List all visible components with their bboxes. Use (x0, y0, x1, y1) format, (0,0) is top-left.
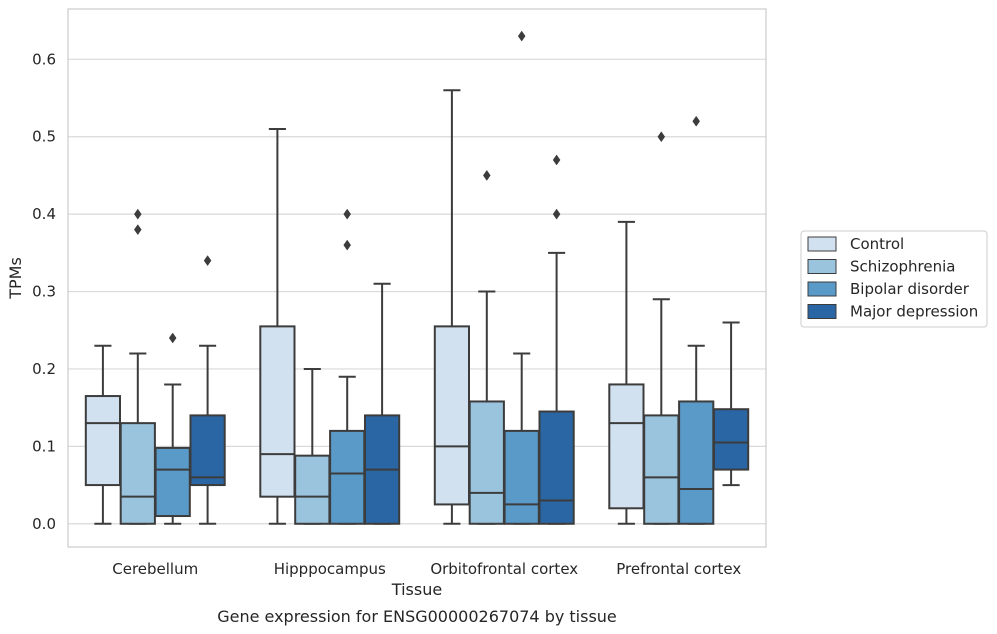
box-iqr (608, 383, 645, 510)
box-0-3 (189, 255, 226, 525)
box-iqr (189, 414, 226, 487)
box-iqr (712, 408, 750, 471)
box-0-0 (84, 344, 122, 525)
y-axis-label: TPMs (6, 257, 25, 300)
x-tick-labels: Cerebellum Hipppocampus Orbitofrontal cort… (112, 560, 741, 578)
box-iqr (468, 400, 505, 525)
x-axis-label: Tissue (391, 580, 442, 599)
legend-swatch (807, 259, 837, 274)
outlier-point (552, 208, 561, 220)
x-tick-label: Hipppocampus (274, 560, 386, 578)
box-iqr (294, 454, 331, 525)
box-2-0 (433, 89, 471, 525)
legend-swatch (807, 304, 837, 319)
y-tick-label: 0.0 (32, 515, 56, 533)
y-tick-label: 0.1 (32, 437, 56, 455)
box-2-3 (538, 154, 575, 525)
box-0-2 (154, 332, 191, 525)
outlier-point (133, 224, 142, 236)
legend-frame (800, 230, 988, 328)
outlier-point (343, 208, 352, 220)
box-iqr (678, 400, 715, 525)
plot-area-frame (67, 8, 767, 548)
x-tick-label: Prefrontal cortex (616, 560, 741, 578)
box-iqr (503, 429, 540, 525)
x-tick-label: Orbitofrontal cortex (430, 560, 578, 578)
chart-caption: Gene expression for ENSG00000267074 by t… (217, 607, 617, 626)
box-1-2 (329, 208, 366, 525)
box-2-2 (503, 30, 540, 525)
outlier-point (343, 239, 352, 251)
box-iqr (84, 395, 122, 487)
outlier-point (517, 30, 526, 42)
legend-entry-label: Bipolar disorder (850, 280, 970, 298)
legend: Control Schizophrenia Bipolar disorder Majo… (800, 230, 988, 328)
outlier-point (692, 115, 701, 127)
outlier-point (168, 332, 177, 344)
y-tick-labels: 0.0 0.1 0.2 0.3 0.4 0.5 0.6 (32, 50, 56, 532)
box-iqr (538, 410, 575, 525)
legend-swatch (807, 236, 837, 252)
boxes (84, 30, 750, 525)
box-2-1 (468, 169, 505, 525)
box-0-1 (119, 208, 156, 525)
legend-entry-label: Major depression (850, 303, 978, 321)
box-3-3 (712, 321, 750, 487)
gridlines (68, 58, 766, 525)
box-iqr (259, 325, 296, 498)
box-3-2 (678, 115, 715, 525)
y-tick-label: 0.2 (32, 360, 56, 378)
legend-entry-label: Control (850, 235, 904, 253)
box-iqr (329, 429, 366, 525)
outlier-point (657, 131, 666, 143)
outlier-point (133, 208, 142, 220)
box-iqr (154, 446, 191, 518)
box-iqr (433, 325, 471, 506)
y-tick-label: 0.6 (32, 50, 56, 68)
box-iqr (119, 422, 156, 525)
outlier-point (203, 255, 212, 267)
legend-entry-label: Schizophrenia (850, 258, 955, 276)
outlier-point (552, 154, 561, 166)
y-tick-label: 0.4 (32, 205, 56, 223)
legend-swatch (807, 281, 837, 297)
box-3-1 (643, 131, 680, 525)
y-tick-label: 0.3 (32, 283, 56, 301)
outlier-point (482, 169, 491, 181)
x-tick-label: Cerebellum (112, 560, 198, 578)
box-1-3 (363, 282, 401, 525)
y-tick-label: 0.5 (32, 128, 56, 146)
box-3-0 (608, 220, 645, 525)
box-1-0 (259, 127, 296, 525)
box-iqr (643, 414, 680, 525)
